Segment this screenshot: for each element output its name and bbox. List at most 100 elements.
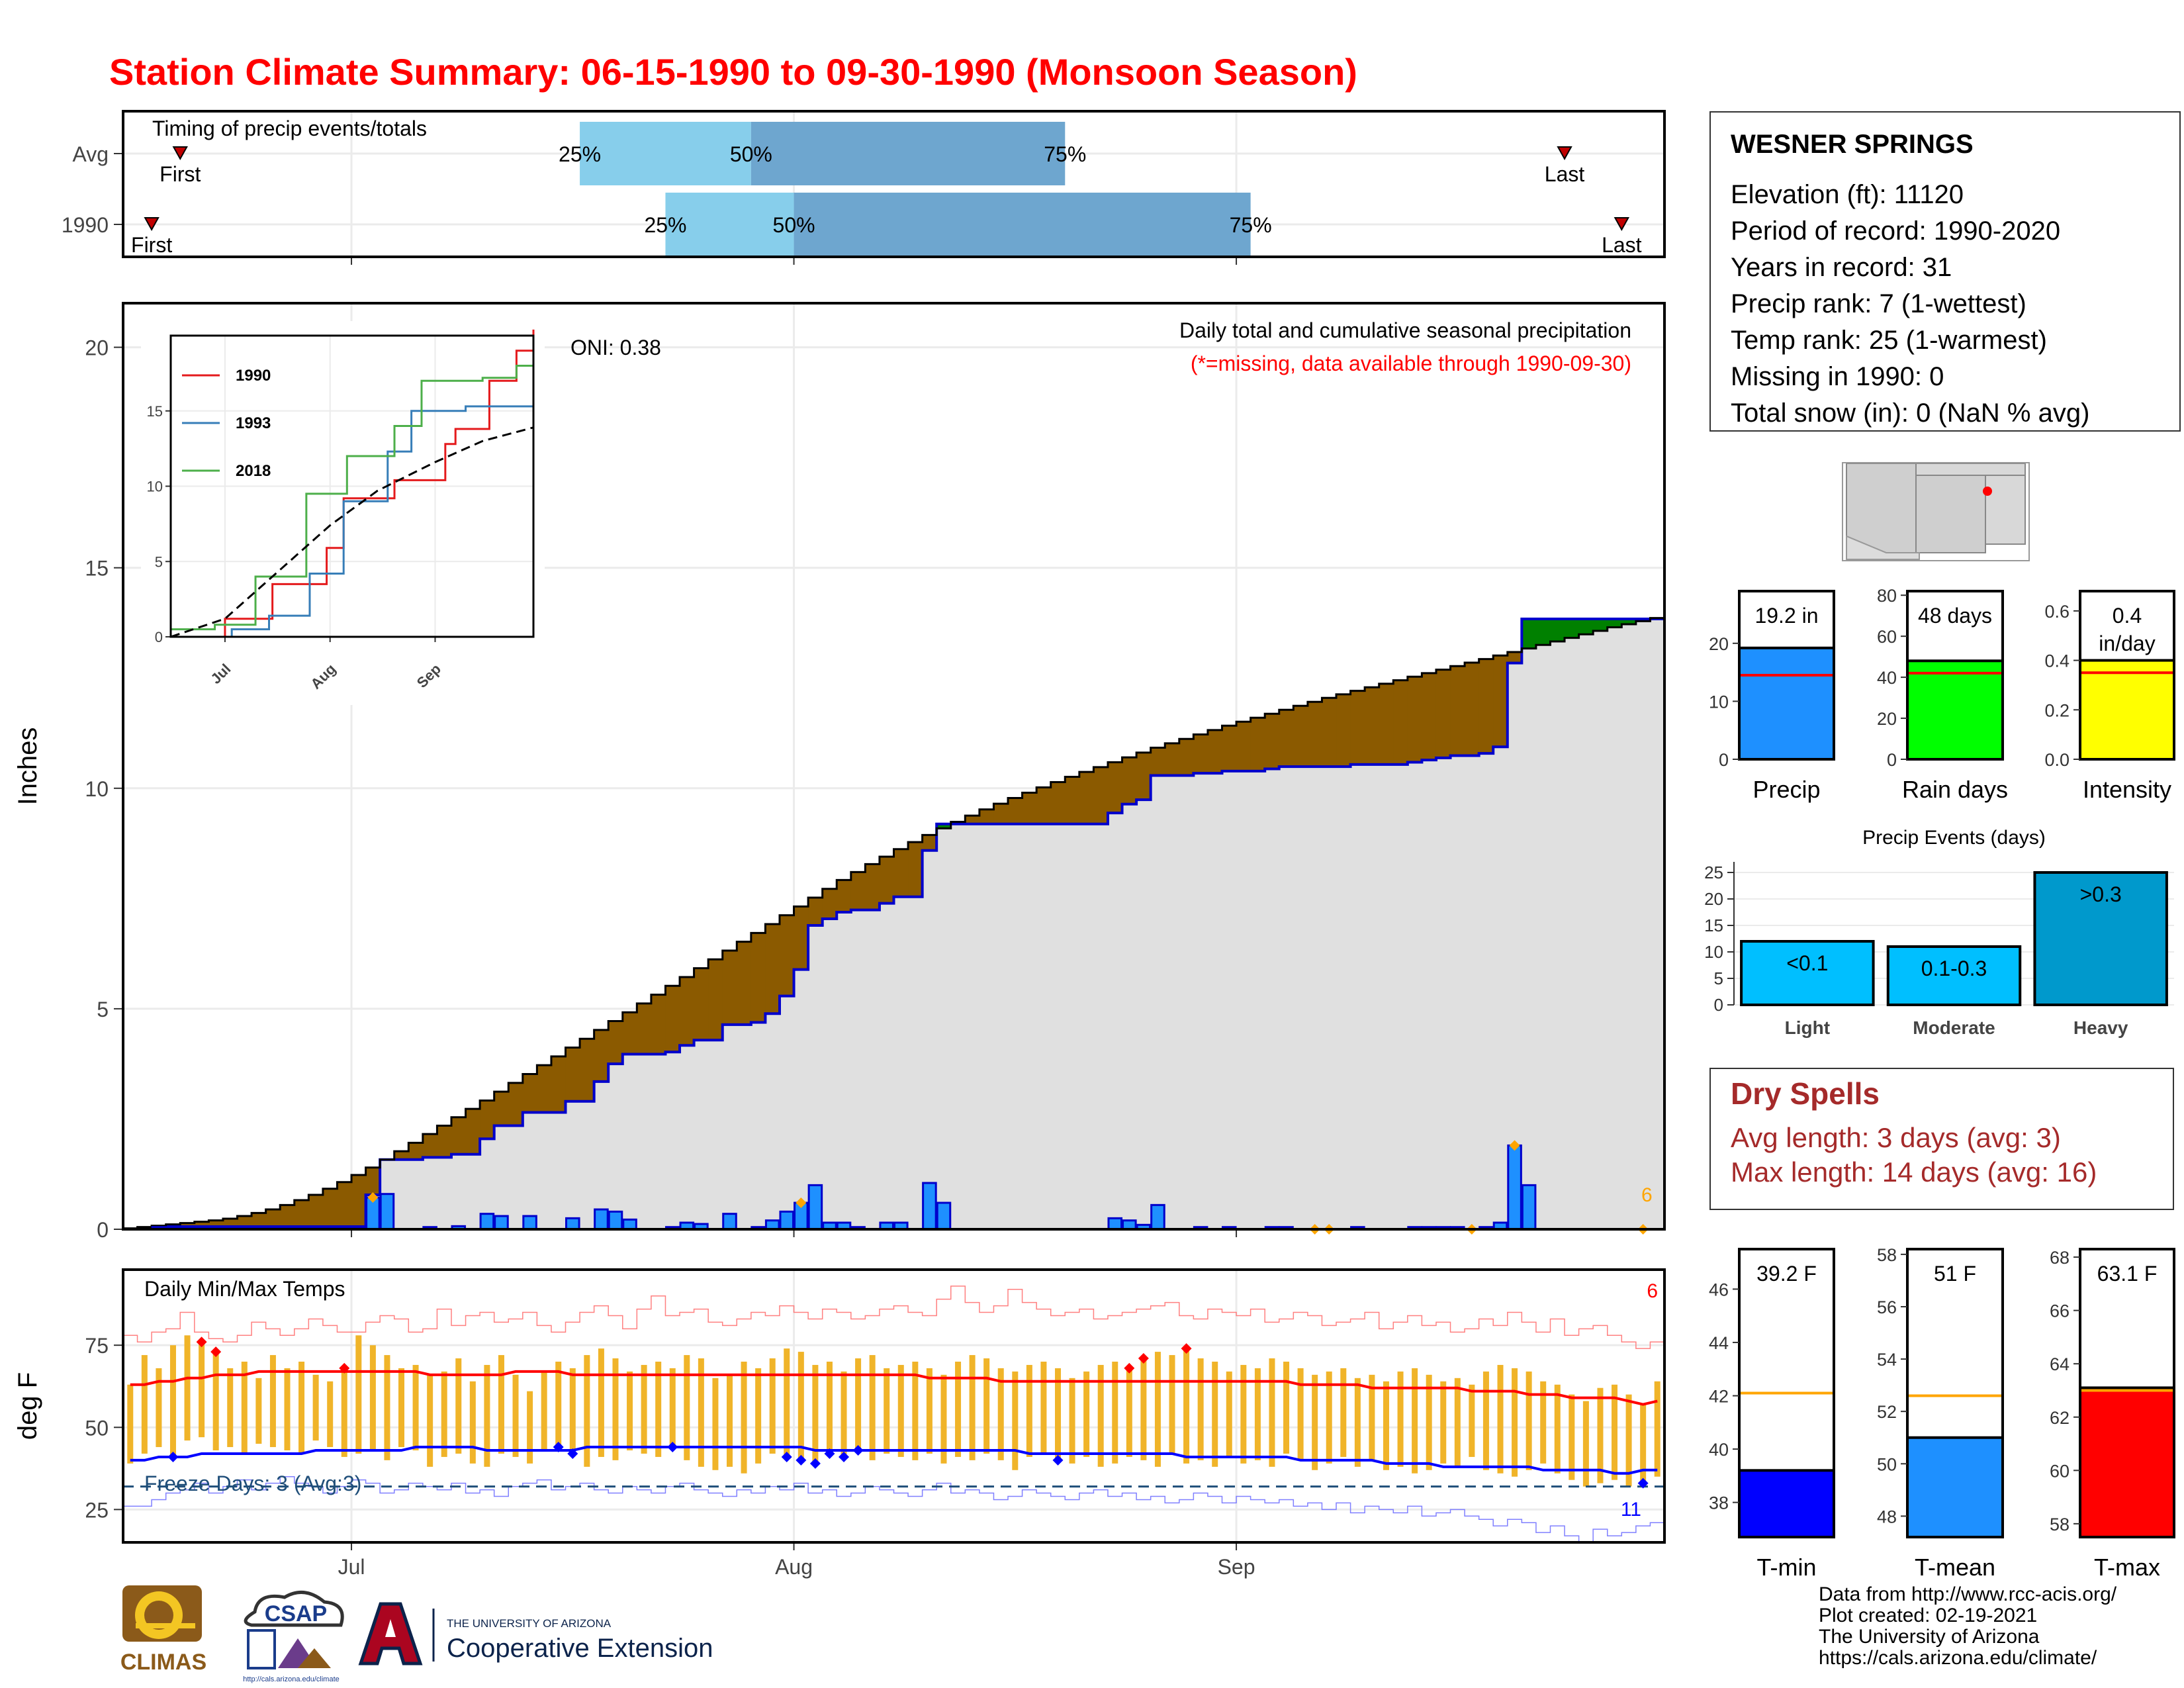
station-name: WESNER SPRINGS — [1731, 130, 1974, 159]
below-average-fill — [208, 1220, 224, 1227]
below-average-fill — [1322, 698, 1337, 767]
below-average-fill — [979, 809, 995, 824]
map-state-texas — [1985, 475, 2026, 545]
below-average-fill — [1222, 726, 1237, 771]
summary-y-tick-label: 58 — [2050, 1515, 2070, 1534]
summary-y-tick-label: 50 — [1877, 1454, 1897, 1474]
ua-logo-small-text: THE UNIVERSITY OF ARIZONA — [447, 1617, 612, 1630]
daily-temp-range-bar — [298, 1361, 305, 1454]
daily-precip-bar — [922, 1182, 937, 1231]
station-temp-rank: Temp rank: 25 (1-warmest) — [1731, 326, 2047, 355]
record-precip-marker — [796, 1197, 807, 1209]
timing-first-label: First — [159, 162, 201, 186]
below-average-fill — [237, 1216, 252, 1227]
daily-temp-range-bar — [327, 1381, 334, 1448]
below-average-fill — [1079, 772, 1095, 824]
timing-title: Timing of precip events/totals — [152, 117, 427, 140]
summary-y-tick-label: 62 — [2050, 1408, 2070, 1428]
below-average-fill — [294, 1200, 309, 1227]
summary-y-tick-label: 0 — [1887, 750, 1897, 770]
below-average-fill — [1207, 729, 1223, 774]
below-average-fill — [222, 1219, 238, 1227]
events-y-tick-label: 20 — [1704, 889, 1723, 909]
daily-temp-range-bar — [469, 1381, 476, 1464]
summary-y-tick-label: 44 — [1709, 1333, 1729, 1353]
daily-temp-range-bar — [1069, 1378, 1075, 1464]
below-average-fill — [694, 968, 709, 1041]
record-low-marker — [667, 1442, 678, 1453]
daily-temp-range-bar — [1440, 1381, 1447, 1464]
daily-precip-bar — [1107, 1217, 1123, 1231]
below-average-fill — [265, 1209, 281, 1227]
daily-temp-range-bar — [369, 1345, 376, 1451]
below-average-fill — [737, 941, 752, 1025]
inset-legend-label: 2018 — [236, 462, 271, 480]
above-average-fill — [1621, 618, 1637, 624]
below-average-fill — [1422, 673, 1437, 761]
below-average-fill — [1379, 683, 1394, 765]
summary-y-tick-label: 60 — [1877, 627, 1897, 647]
inset-y-tick-label: 15 — [147, 403, 163, 420]
daily-temp-range-bar — [1197, 1358, 1204, 1460]
below-average-fill — [508, 1082, 523, 1126]
daily-temp-range-bar — [427, 1374, 433, 1467]
timing-frame — [122, 110, 1666, 258]
above-average-fill — [1578, 618, 1594, 635]
daily-temp-range-bar — [1154, 1352, 1161, 1467]
daily-temp-range-bar — [1097, 1364, 1104, 1467]
cumulative-average-line — [123, 617, 1664, 1230]
below-average-fill — [1265, 714, 1280, 769]
daily-precip-bar — [1150, 1203, 1165, 1231]
summary-value-label: 63.1 F — [2097, 1262, 2158, 1286]
daily-temp-range-bar — [1625, 1394, 1632, 1487]
below-average-fill — [1407, 677, 1422, 763]
daily-temp-range-bar — [255, 1378, 262, 1444]
summary-y-tick-label: 40 — [1709, 1440, 1729, 1460]
daily-precip-bar — [379, 1193, 395, 1231]
below-average-fill — [1136, 752, 1152, 800]
record-high-marker — [196, 1336, 207, 1348]
below-average-fill — [394, 1151, 409, 1160]
below-average-fill — [1507, 651, 1522, 663]
summary-value-label: 19.2 in — [1754, 604, 1818, 628]
daily-temp-range-bar — [241, 1361, 248, 1454]
below-average-fill — [1293, 706, 1308, 767]
below-average-fill — [1036, 787, 1052, 824]
events-category-label: Light — [1785, 1017, 1830, 1038]
oni-label: ONI: 0.38 — [570, 336, 661, 359]
csap-logo-url: http://cals.arizona.edu/climate — [243, 1675, 340, 1683]
inset-series-line — [171, 402, 535, 638]
timing-last-label: Last — [1602, 233, 1642, 257]
timing-first-marker — [144, 217, 159, 232]
summary-category-label: Intensity — [2083, 776, 2171, 803]
daily-temp-range-bar — [169, 1345, 176, 1457]
daily-temp-range-bar — [897, 1364, 904, 1457]
below-average-fill — [1493, 655, 1508, 747]
footer-plot-date: Plot created: 02-19-2021 — [1819, 1605, 2038, 1626]
temp-summary-panel: 39.2 F 38 40 42 44 46 T-min 51 F 48 50 52 54 56 58 T-m… — [1709, 1245, 2175, 1581]
events-y-tick-label: 15 — [1704, 915, 1723, 935]
daily-temp-range-bar — [1640, 1404, 1647, 1483]
below-average-fill — [1008, 798, 1023, 824]
record-high-marker — [339, 1362, 350, 1374]
daily-temp-range-bar — [855, 1358, 862, 1451]
map-state-new-mexico — [1915, 463, 1986, 553]
summary-frame — [1906, 590, 2004, 761]
daily-temp-range-bar — [1183, 1348, 1190, 1464]
below-average-fill — [1336, 694, 1351, 767]
summary-value-label: 51 F — [1934, 1262, 1976, 1286]
daily-temp-range-bar — [1012, 1371, 1019, 1470]
below-average-fill — [680, 976, 695, 1046]
record-high-marker — [210, 1346, 222, 1358]
below-average-fill — [594, 1029, 609, 1082]
map-station-marker — [1983, 487, 1992, 496]
below-average-fill — [965, 816, 980, 824]
below-average-fill — [1479, 659, 1494, 754]
timing-q50-label: 50% — [773, 213, 815, 237]
precip-subtitle: (*=missing, data available through 1990-… — [1191, 352, 1631, 375]
events-bar-label: 0.1-0.3 — [1921, 957, 1987, 980]
daily-temp-range-bar — [584, 1355, 590, 1467]
map-state-arizona — [1846, 463, 1917, 553]
daily-temp-range-bar — [812, 1364, 819, 1464]
